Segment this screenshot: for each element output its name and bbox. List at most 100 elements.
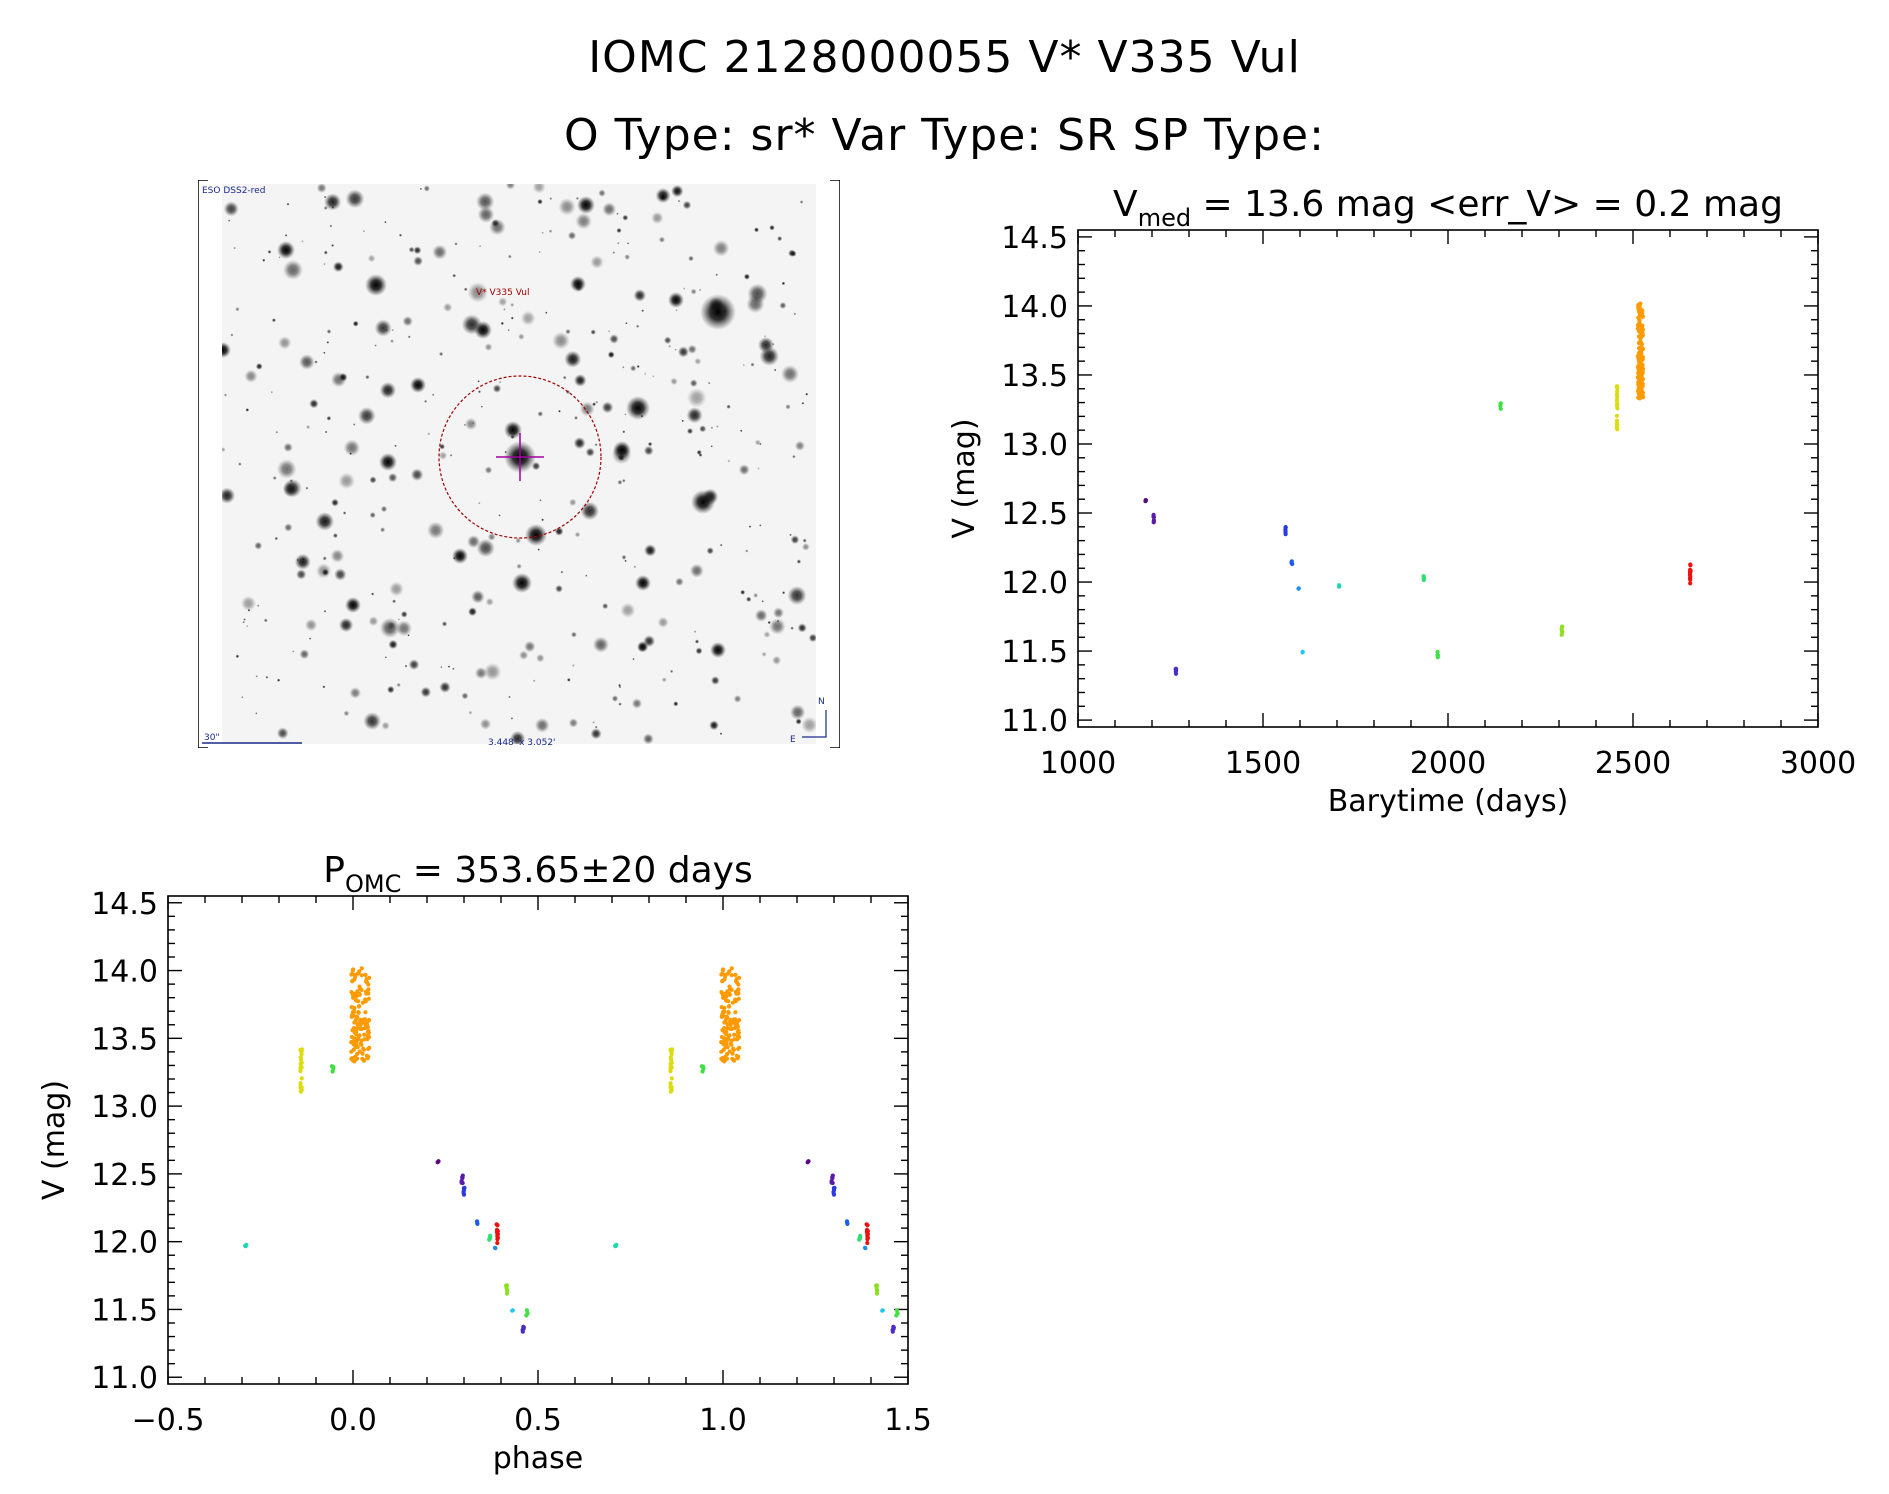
phased-curve-point xyxy=(525,1311,530,1316)
light-curve-point xyxy=(1639,356,1644,362)
phased-curve-point xyxy=(727,1033,732,1038)
star xyxy=(267,250,272,254)
phased-curve-point xyxy=(354,993,359,998)
phased-curve-point xyxy=(356,1034,361,1039)
light-curve-point xyxy=(1688,568,1693,573)
star xyxy=(331,498,339,507)
star xyxy=(607,330,611,333)
phased-curve-point xyxy=(298,1064,303,1069)
phased-curve-point xyxy=(356,1010,361,1015)
star xyxy=(781,365,799,383)
star xyxy=(688,255,694,262)
star xyxy=(242,621,245,624)
light-curve-point xyxy=(1639,375,1644,380)
star xyxy=(510,316,514,320)
phased-curve-point xyxy=(299,1060,304,1065)
star xyxy=(427,432,431,436)
phased-curve-point xyxy=(735,1056,740,1061)
phased-curve-point xyxy=(356,999,361,1004)
phased-curve-point xyxy=(719,1005,724,1010)
star xyxy=(602,202,617,217)
scale-label: 30" xyxy=(204,733,220,743)
star xyxy=(272,476,277,480)
star xyxy=(568,718,579,728)
star xyxy=(349,452,352,455)
star xyxy=(432,244,448,260)
phased-curve-point xyxy=(894,1308,900,1313)
survey-label: ESO DSS2-red xyxy=(202,186,265,196)
phased-curve-point xyxy=(358,1041,363,1046)
star xyxy=(538,250,541,254)
phased-curve-point xyxy=(728,1026,733,1031)
star xyxy=(276,459,297,479)
phased-curve-point xyxy=(298,1055,303,1060)
star xyxy=(555,584,563,593)
star xyxy=(484,343,493,351)
light-curve-point xyxy=(1559,629,1565,634)
star xyxy=(772,655,782,665)
star xyxy=(323,351,326,354)
phased-curve-point xyxy=(724,1056,730,1061)
star xyxy=(478,390,481,394)
star xyxy=(321,568,329,576)
phased-curve-point xyxy=(721,995,726,1000)
star xyxy=(790,626,794,630)
phased-curve-point xyxy=(725,1022,730,1027)
star xyxy=(503,308,506,311)
light-curve-point xyxy=(1636,358,1642,364)
star xyxy=(571,631,577,638)
phased-curve-point xyxy=(461,1192,467,1197)
light-curve-point xyxy=(1636,334,1642,339)
phased-curve-point xyxy=(495,1237,500,1242)
phased-curve-point xyxy=(350,971,355,977)
phased-curve-point xyxy=(365,990,370,995)
star xyxy=(797,623,807,633)
phased-curve-point xyxy=(298,1085,303,1090)
phased-curve-point xyxy=(355,1045,360,1050)
star xyxy=(332,261,344,273)
star xyxy=(552,331,570,350)
light-curve-point xyxy=(1640,390,1646,395)
phased-curve-point xyxy=(361,1058,367,1063)
phased-curve-point xyxy=(353,972,358,977)
phased-curve-point xyxy=(354,1039,359,1044)
phased-curve-point xyxy=(865,1240,870,1246)
phased-curve-point xyxy=(357,984,362,989)
light-curve-point xyxy=(1638,336,1643,341)
star xyxy=(658,236,665,243)
phased-curve-point xyxy=(829,1180,834,1185)
phased-curve-point xyxy=(895,1311,900,1316)
light-curve-point xyxy=(1498,401,1503,406)
star xyxy=(788,249,796,257)
star xyxy=(545,311,548,314)
phased-curve-point xyxy=(720,1028,725,1033)
phased-curve-point xyxy=(857,1237,862,1242)
phased-curve-point xyxy=(462,1185,467,1190)
light-curve-ytick-label: 13.0 xyxy=(1001,428,1068,463)
star xyxy=(687,344,697,354)
star xyxy=(485,597,494,606)
star xyxy=(795,718,802,725)
star xyxy=(352,320,359,327)
star xyxy=(709,720,719,731)
phased-curve-point xyxy=(722,1059,727,1064)
star xyxy=(498,381,502,384)
phased-curve-point xyxy=(699,1064,705,1069)
light-curve-point xyxy=(1421,576,1426,581)
star xyxy=(367,254,376,263)
light-curve-point xyxy=(1639,342,1644,347)
phased-curve-point xyxy=(366,982,371,987)
star xyxy=(235,654,240,659)
star xyxy=(299,354,315,370)
star xyxy=(674,348,677,351)
phased-curve-point xyxy=(891,1325,896,1330)
star xyxy=(483,662,502,681)
star xyxy=(689,379,698,388)
phased-curve-point xyxy=(734,1022,740,1027)
star xyxy=(740,589,746,595)
phased-curve-point xyxy=(727,1049,732,1054)
star xyxy=(329,224,333,228)
phased-curve-point xyxy=(733,1023,738,1028)
phased-curve-point xyxy=(895,1311,900,1316)
phased-curve-title-main: P xyxy=(323,850,345,891)
